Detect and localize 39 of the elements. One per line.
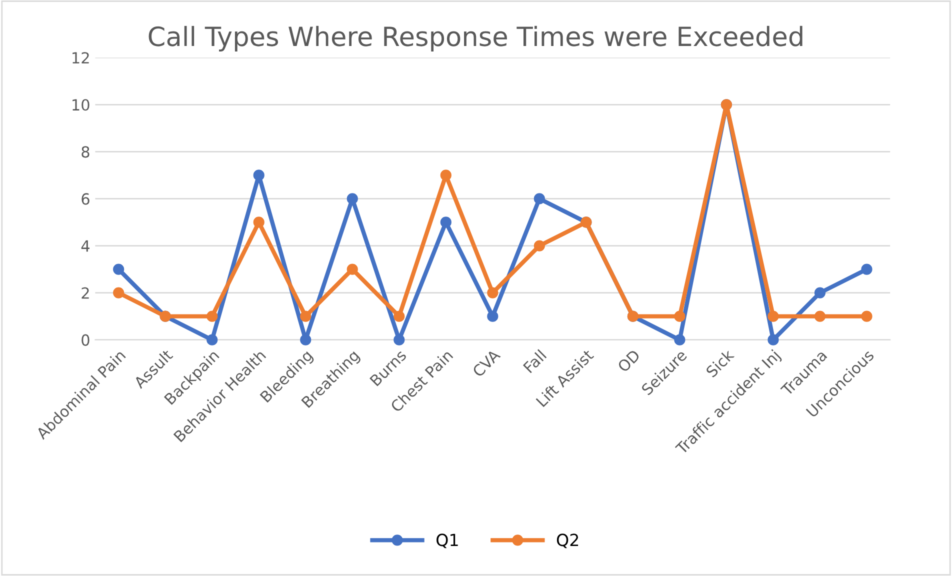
point <box>768 334 779 346</box>
y-tick-label: 6 <box>82 193 90 205</box>
point <box>253 170 264 181</box>
x-tick-label: Fall <box>522 349 547 374</box>
y-tick-label: 10 <box>72 99 90 111</box>
point <box>440 216 452 228</box>
point <box>487 310 498 322</box>
x-tick-label: CVA <box>472 348 501 378</box>
point <box>814 287 826 298</box>
point <box>206 310 218 322</box>
point <box>346 264 358 275</box>
point <box>534 240 545 252</box>
point <box>814 310 826 322</box>
point <box>113 264 124 275</box>
point <box>861 264 872 275</box>
y-tick-label: 12 <box>72 52 89 64</box>
point <box>674 310 686 322</box>
point <box>861 310 872 322</box>
point <box>394 310 405 322</box>
chart-title: Call Types Where Response Times were Exceeded <box>148 26 802 52</box>
point <box>768 310 779 322</box>
x-tick-label: OD <box>616 349 641 373</box>
legend-label: Q2 <box>556 534 578 548</box>
point <box>300 310 312 322</box>
point <box>534 193 545 204</box>
y-tick-label: 4 <box>81 240 90 252</box>
point <box>113 287 124 298</box>
y-tick-label: 0 <box>82 334 90 346</box>
y-tick-label: 2 <box>82 287 89 299</box>
y-tick-label: 8 <box>82 146 90 158</box>
point <box>674 334 686 346</box>
point <box>206 334 218 346</box>
point <box>253 216 264 228</box>
point <box>346 193 358 204</box>
point <box>440 170 452 181</box>
point <box>300 334 312 346</box>
point <box>487 287 498 298</box>
legend-label: Q1 <box>436 534 458 548</box>
point <box>394 334 405 346</box>
